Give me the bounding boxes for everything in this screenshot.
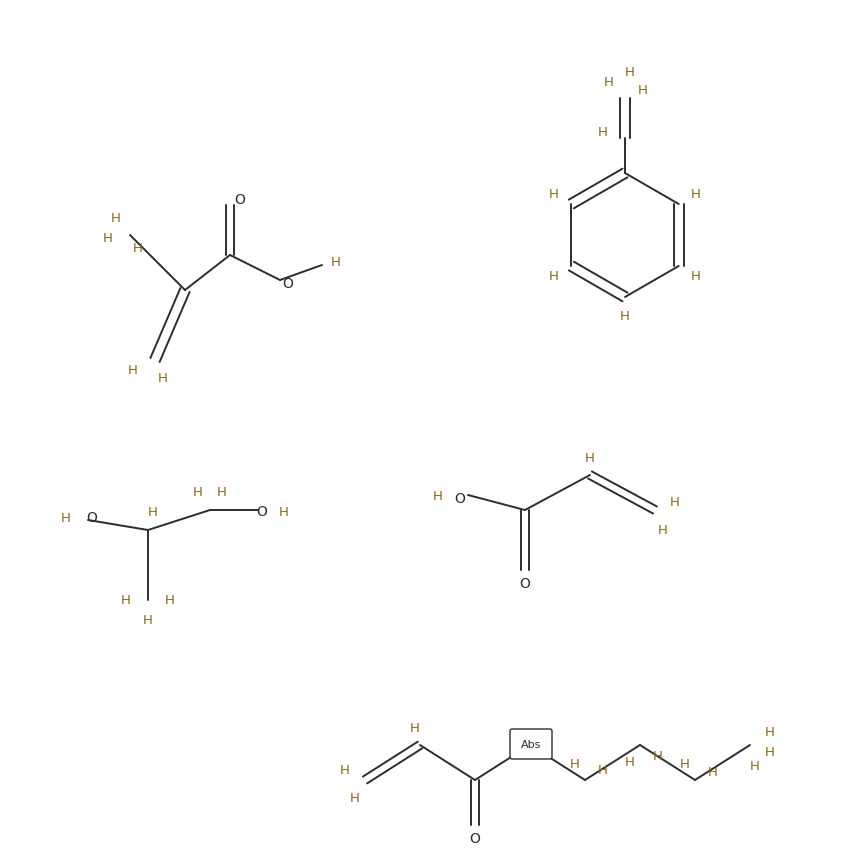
Text: H: H [691,269,701,283]
Text: H: H [765,746,775,759]
Text: H: H [598,126,608,140]
Text: H: H [638,83,648,96]
Text: H: H [433,491,443,504]
Text: O: O [469,832,480,846]
Text: H: H [133,243,143,256]
Text: O: O [87,511,98,525]
FancyBboxPatch shape [510,729,552,759]
Text: H: H [670,496,680,509]
Text: H: H [658,523,668,537]
Text: H: H [625,757,635,769]
Text: H: H [143,613,153,626]
Text: H: H [691,187,701,200]
Text: H: H [549,187,559,200]
Text: Abs: Abs [521,740,542,750]
Text: H: H [193,486,203,498]
Text: O: O [235,193,246,207]
Text: H: H [217,486,227,498]
Text: H: H [570,758,580,772]
Text: O: O [257,505,267,519]
Text: H: H [331,256,341,269]
Text: H: H [598,763,608,776]
Text: H: H [128,364,138,377]
Text: H: H [750,761,760,774]
Text: O: O [283,277,294,291]
Text: H: H [585,452,595,465]
Text: H: H [625,66,635,78]
Text: H: H [340,763,350,776]
Text: H: H [410,722,420,735]
Text: H: H [620,310,630,324]
Text: H: H [158,371,168,384]
Text: H: H [604,76,614,89]
Text: H: H [111,212,121,226]
Text: O: O [455,492,465,506]
Text: H: H [549,269,559,283]
Text: H: H [121,594,131,607]
Text: H: H [653,751,663,763]
Text: O: O [520,577,531,591]
Text: H: H [103,233,113,245]
Text: H: H [765,727,775,740]
Text: H: H [165,594,175,607]
Text: H: H [680,758,690,772]
Text: H: H [350,792,360,804]
Text: H: H [148,505,158,519]
Text: H: H [708,765,718,779]
Text: H: H [279,505,289,519]
Text: H: H [61,511,71,525]
